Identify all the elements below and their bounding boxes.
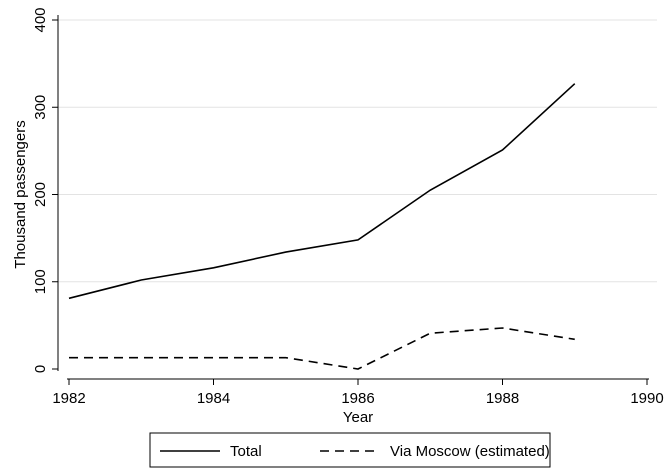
y-tick-label: 300 <box>32 95 49 120</box>
series-line <box>68 83 576 300</box>
legend-label: Total <box>230 443 262 460</box>
x-tick-label: 1984 <box>197 390 230 407</box>
legend-label: Via Moscow (estimated) <box>390 443 550 460</box>
y-tick-label: 100 <box>32 269 49 294</box>
x-tick-label: 1988 <box>486 390 519 407</box>
y-axis-title: Thousand passengers <box>12 120 29 268</box>
y-tick-label: 400 <box>32 7 49 32</box>
x-axis-title: Year <box>343 409 373 426</box>
x-tick-label: 1986 <box>341 390 374 407</box>
y-tick-label: 0 <box>32 365 49 373</box>
x-tick-label: 1990 <box>630 390 663 407</box>
x-tick-label: 1982 <box>52 390 85 407</box>
y-tick-label: 200 <box>32 182 49 207</box>
legend-box <box>149 432 551 468</box>
series-line <box>69 327 575 370</box>
